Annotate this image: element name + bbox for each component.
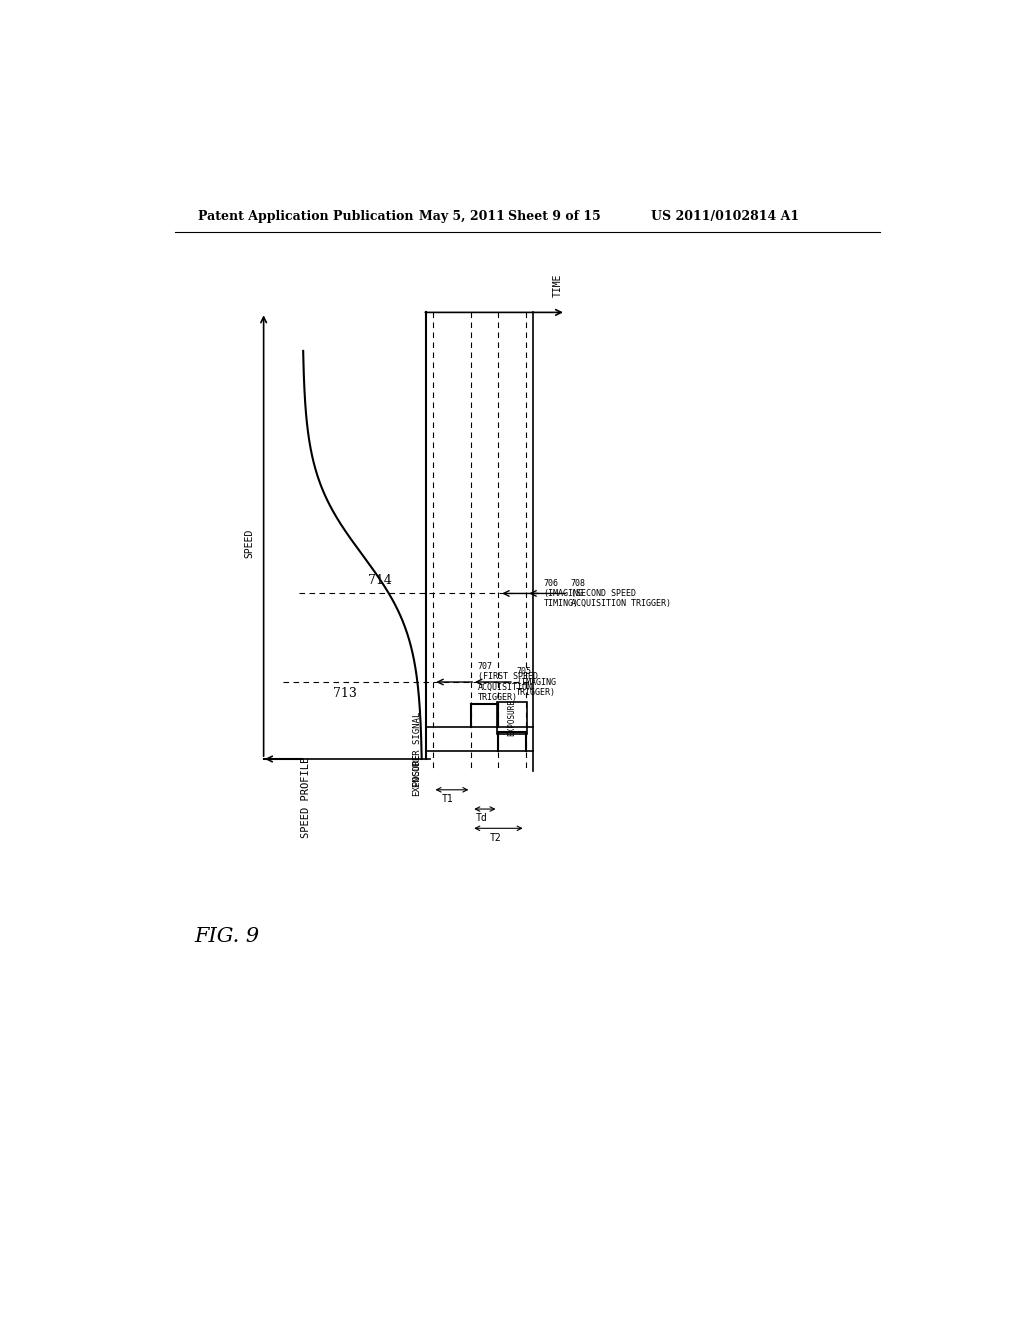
Text: SPEED: SPEED [245,529,255,558]
Text: 708
(SECOND SPEED
ACQUISITION TRIGGER): 708 (SECOND SPEED ACQUISITION TRIGGER) [570,578,671,609]
Text: T2: T2 [489,833,501,842]
Text: SPEED PROFILE: SPEED PROFILE [301,756,311,838]
Bar [497,702,527,734]
Text: 706
(IMAGING
TIMING): 706 (IMAGING TIMING) [544,578,584,609]
Text: May 5, 2011: May 5, 2011 [419,210,505,223]
Text: 707
(FIRST SPEED
ACQUISITION
TRIGGER): 707 (FIRST SPEED ACQUISITION TRIGGER) [477,661,538,702]
Text: EXPOSURE: EXPOSURE [413,752,422,796]
Text: ENCODER SIGNAL: ENCODER SIGNAL [413,711,422,788]
Text: 714: 714 [369,574,392,587]
Text: Patent Application Publication: Patent Application Publication [198,210,414,223]
Text: FIG. 9: FIG. 9 [194,927,259,945]
Text: Td: Td [476,813,487,824]
Text: US 2011/0102814 A1: US 2011/0102814 A1 [651,210,800,223]
Text: EXPOSURE: EXPOSURE [508,700,516,737]
Text: TIME: TIME [553,273,563,297]
Text: 705
(IMAGING
TRIGGER): 705 (IMAGING TRIGGER) [516,667,556,697]
Text: 713: 713 [334,686,357,700]
Text: T1: T1 [441,795,454,804]
Text: Sheet 9 of 15: Sheet 9 of 15 [508,210,600,223]
